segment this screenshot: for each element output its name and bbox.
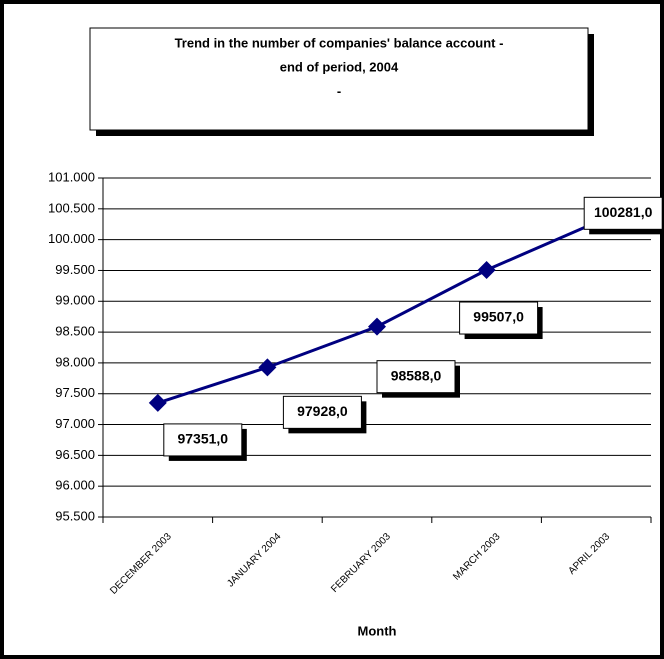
label-box — [459, 301, 539, 335]
title-box — [89, 27, 589, 131]
chart-title: end of period, 2004 — [280, 59, 399, 74]
y-tick-label: 95.500 — [55, 508, 95, 523]
y-tick-label: 96.500 — [55, 447, 95, 462]
y-tick-label: 97.500 — [55, 385, 95, 400]
chart-title: - — [337, 83, 341, 98]
marker — [368, 317, 386, 336]
y-tick-label: 101.000 — [48, 169, 95, 184]
label-box — [376, 360, 456, 394]
marker — [258, 358, 277, 377]
data-label: 97351,0 — [177, 431, 228, 447]
data-label: 100281,0 — [594, 204, 653, 220]
x-axis-label: Month — [358, 623, 397, 638]
y-tick-label: 96.000 — [55, 478, 95, 493]
data-label: 99507,0 — [473, 309, 524, 325]
data-label: 98588,0 — [391, 367, 442, 383]
marker — [148, 393, 167, 412]
y-tick-label: 100.500 — [48, 200, 95, 215]
label-box — [163, 423, 243, 457]
y-tick-label: 99.500 — [55, 262, 95, 277]
y-tick-label: 97.000 — [55, 416, 95, 431]
label-box — [282, 395, 362, 429]
chart-title: Trend in the number of companies' balanc… — [175, 35, 504, 50]
y-tick-label: 98.000 — [55, 354, 95, 369]
label-box — [583, 196, 663, 230]
y-tick-label: 98.500 — [55, 324, 95, 339]
y-tick-label: 99.000 — [55, 293, 95, 308]
data-label: 97928,0 — [297, 403, 348, 419]
y-tick-label: 100.000 — [48, 231, 95, 246]
marker — [477, 261, 496, 280]
